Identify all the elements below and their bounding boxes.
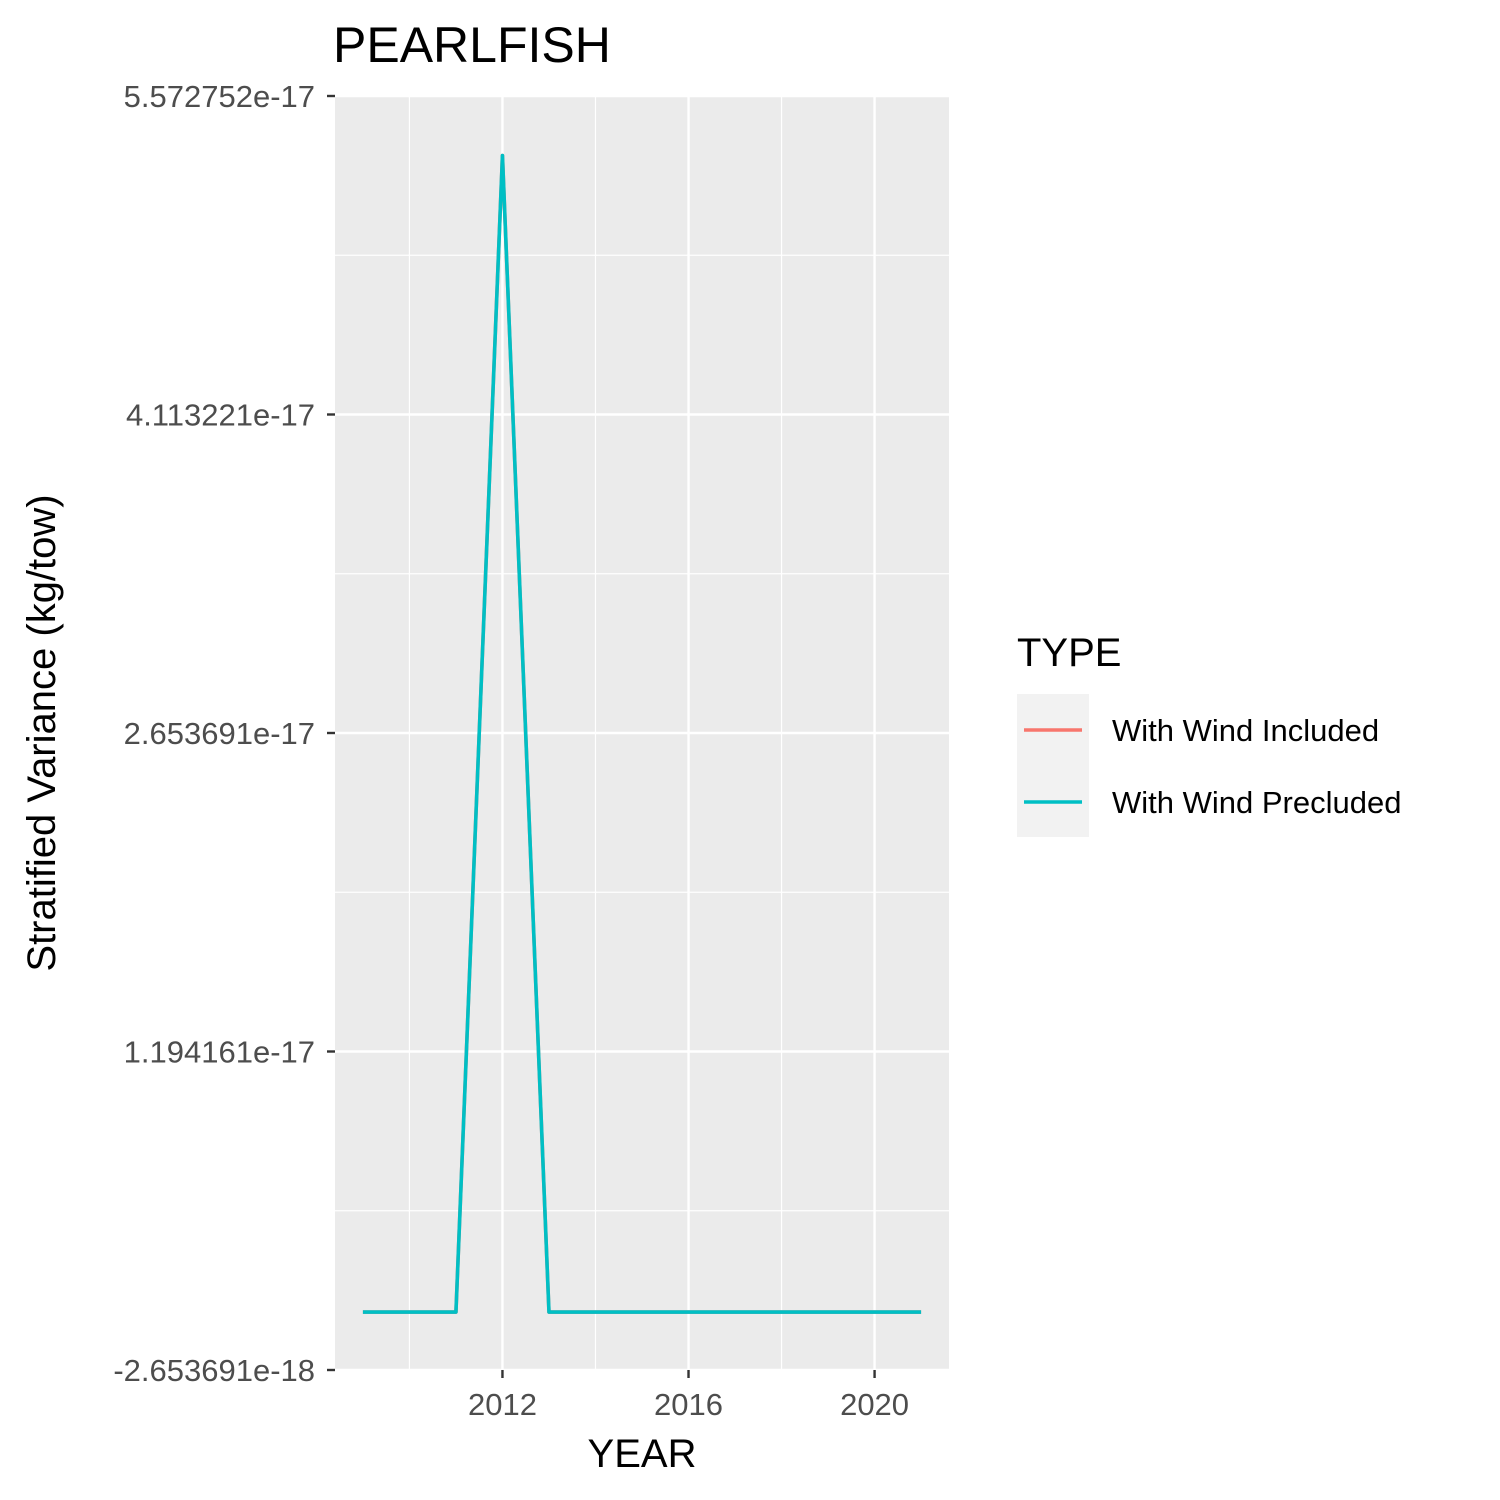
grid-major (335, 94, 949, 1372)
y-tick-label: 2.653691e-17 (124, 716, 315, 751)
series-lines (362, 153, 922, 1314)
legend: TYPE With Wind Included With Wind Preclud… (1017, 631, 1401, 837)
y-axis-title: Stratified Variance (kg/tow) (20, 494, 64, 971)
x-axis-title: YEAR (588, 1432, 697, 1476)
series-line-with-wind-precluded (362, 153, 922, 1314)
y-tick-label: 1.194161e-17 (124, 1035, 315, 1070)
x-tick-label: 2012 (468, 1387, 537, 1422)
legend-items: With Wind Included With Wind Precluded (1024, 713, 1401, 820)
y-tick-label: 4.113221e-17 (126, 398, 315, 433)
y-tick-label: -2.653691e-18 (113, 1353, 315, 1388)
x-tick-label: 2020 (840, 1387, 909, 1422)
x-axis: 2012 2016 2020 (468, 1370, 909, 1422)
x-tick-label: 2016 (654, 1387, 723, 1422)
legend-item-label: With Wind Precluded (1112, 785, 1401, 820)
legend-title: TYPE (1017, 631, 1121, 675)
y-axis: -2.653691e-18 1.194161e-17 2.653691e-17 4.1… (113, 79, 335, 1388)
legend-item-label: With Wind Included (1112, 713, 1379, 748)
y-tick-label: 5.572752e-17 (124, 79, 315, 114)
chart-title: PEARLFISH (333, 17, 611, 73)
legend-key-background (1017, 694, 1089, 837)
